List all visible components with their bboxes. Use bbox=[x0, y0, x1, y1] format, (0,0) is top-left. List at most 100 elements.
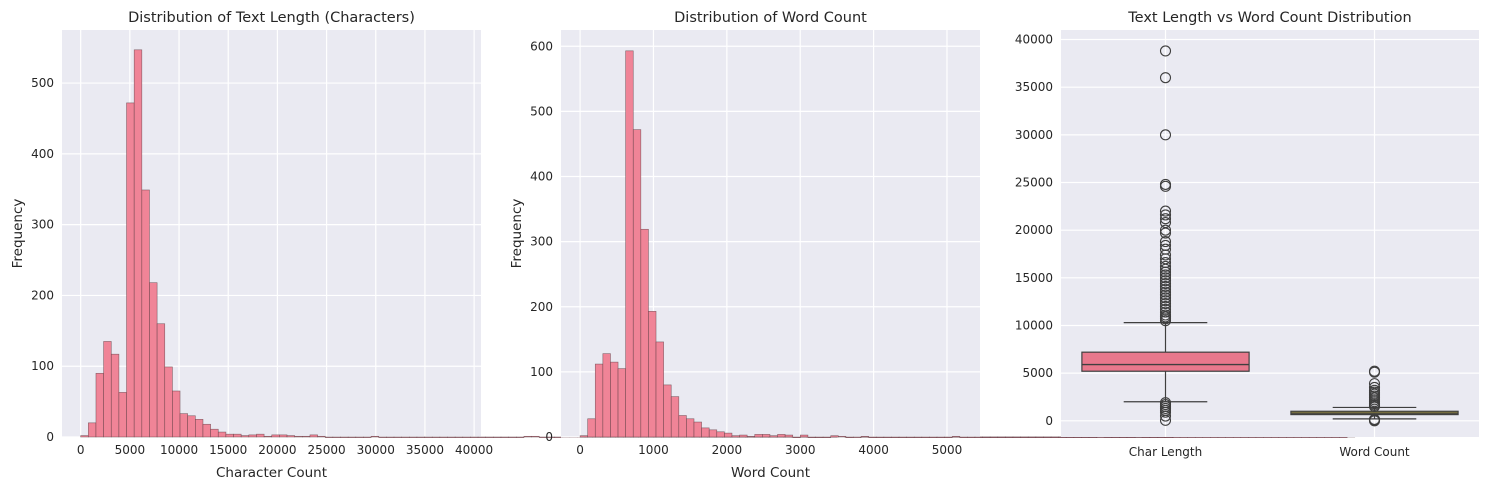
outlier-point bbox=[1159, 406, 1172, 418]
histogram-bar bbox=[1111, 436, 1120, 438]
histogram-bar bbox=[439, 436, 448, 438]
histogram-bar bbox=[1005, 436, 1014, 438]
histogram-bar bbox=[951, 436, 961, 438]
histogram-bar bbox=[1027, 436, 1037, 438]
outlier-point bbox=[1159, 277, 1172, 290]
plot-area-3 bbox=[1061, 30, 1479, 437]
histogram-bar bbox=[708, 429, 718, 438]
x-tick-label: 4000 bbox=[858, 443, 889, 457]
outlier-point bbox=[1159, 263, 1172, 275]
y-tick-label: 300 bbox=[31, 218, 54, 232]
y-tick-label: 35000 bbox=[1015, 80, 1053, 94]
histogram-bar bbox=[1065, 436, 1075, 438]
histogram-bar bbox=[80, 435, 89, 438]
histogram-bar bbox=[860, 436, 869, 438]
histogram-bar bbox=[271, 434, 280, 438]
histogram-bar bbox=[982, 436, 991, 438]
outlier-point bbox=[1159, 295, 1172, 307]
outlier-point bbox=[1159, 298, 1172, 310]
y-tick-label: 0 bbox=[1045, 414, 1053, 428]
y-tick-label: 0 bbox=[46, 430, 54, 444]
histogram-bar bbox=[1156, 436, 1166, 438]
histogram-bar bbox=[210, 428, 219, 438]
x-tick-label: 40000 bbox=[455, 443, 493, 457]
histogram-bar bbox=[302, 435, 311, 438]
histogram-bar bbox=[431, 436, 441, 438]
histogram-bar bbox=[508, 436, 517, 438]
histogram-bar bbox=[883, 436, 892, 438]
histogram-bar bbox=[936, 436, 945, 438]
x-tick-label: 2000 bbox=[712, 443, 743, 457]
histogram-bar bbox=[944, 436, 953, 438]
chart-title-2: Distribution of Word Count bbox=[674, 10, 867, 26]
histogram-bar bbox=[324, 436, 334, 438]
x-axis-label-2: Word Count bbox=[731, 465, 810, 481]
histogram-bar bbox=[1339, 436, 1348, 438]
outlier-point bbox=[1368, 415, 1381, 427]
panel-boxplot: 0 5000 10000 15000 20000 25000 30000 35000 40000… bbox=[1015, 10, 1479, 459]
outlier-point bbox=[1159, 410, 1172, 422]
outlier-point bbox=[1159, 180, 1172, 192]
histogram-bar bbox=[317, 435, 326, 438]
histogram-bar bbox=[587, 418, 596, 438]
histogram-bar bbox=[1331, 436, 1340, 438]
y-tick-label: 5000 bbox=[1022, 366, 1053, 380]
bars-2 bbox=[579, 50, 1356, 438]
histogram-bar bbox=[746, 436, 756, 438]
histogram-bar bbox=[617, 368, 626, 438]
y-tick-label: 0 bbox=[545, 430, 553, 444]
histogram-bar bbox=[648, 311, 657, 438]
outlier-point bbox=[1368, 400, 1381, 413]
histogram-bar bbox=[838, 436, 847, 438]
histogram-bar bbox=[416, 436, 425, 438]
histogram-bar bbox=[493, 436, 502, 438]
histogram-bar bbox=[1126, 436, 1135, 438]
y-tick-label: 500 bbox=[530, 104, 553, 118]
x-tick-label: 5000 bbox=[932, 443, 963, 457]
box-iqr bbox=[1081, 351, 1250, 372]
ticks-1: 0 5000 10000 15000 20000 25000 30000 35000 40000… bbox=[31, 76, 493, 457]
histogram-bar bbox=[670, 396, 680, 438]
histogram-bar bbox=[1248, 436, 1257, 438]
histogram-bar bbox=[240, 435, 250, 438]
histogram-bar bbox=[686, 418, 695, 438]
x-axis-label-1: Character Count bbox=[216, 465, 327, 481]
histogram-bar bbox=[126, 102, 135, 438]
x-tick-label: 3000 bbox=[785, 443, 816, 457]
outlier-point bbox=[1159, 292, 1172, 304]
histogram-bar bbox=[913, 436, 923, 438]
outlier-point bbox=[1159, 289, 1172, 301]
grid-3 bbox=[1061, 30, 1479, 437]
y-tick-label: 500 bbox=[31, 76, 54, 90]
histogram-bar bbox=[906, 436, 915, 438]
histogram-bar bbox=[516, 436, 525, 438]
histogram-bar bbox=[187, 415, 196, 438]
outlier-point bbox=[1159, 224, 1172, 236]
histogram-bar bbox=[294, 435, 303, 438]
histogram-bar bbox=[602, 353, 611, 438]
histogram-bar bbox=[531, 435, 540, 438]
histogram-bar bbox=[172, 390, 181, 438]
histogram-bar bbox=[739, 434, 748, 438]
outlier-point bbox=[1159, 266, 1172, 278]
histogram-bar bbox=[217, 431, 227, 438]
histogram-bar bbox=[149, 282, 158, 438]
histogram-bar bbox=[424, 436, 433, 438]
outlier-point bbox=[1159, 213, 1172, 225]
boxes-3 bbox=[1081, 45, 1459, 427]
outlier-point bbox=[1159, 283, 1172, 295]
histogram-bar bbox=[875, 436, 885, 438]
histogram-bar bbox=[807, 436, 816, 438]
histogram-bar bbox=[632, 129, 642, 438]
outlier-point bbox=[1159, 249, 1172, 261]
histogram-bar bbox=[815, 436, 824, 438]
x-tick-label: 1000 bbox=[638, 443, 669, 457]
chart-title-1: Distribution of Text Length (Characters) bbox=[128, 10, 415, 26]
histogram-bar bbox=[830, 435, 839, 438]
y-tick-label: 15000 bbox=[1015, 271, 1053, 285]
histogram-bar bbox=[1240, 436, 1249, 438]
histogram-bar bbox=[179, 413, 188, 438]
x-tick-label: 15000 bbox=[209, 443, 247, 457]
outlier-point bbox=[1159, 280, 1172, 292]
histogram-bar bbox=[256, 433, 265, 438]
